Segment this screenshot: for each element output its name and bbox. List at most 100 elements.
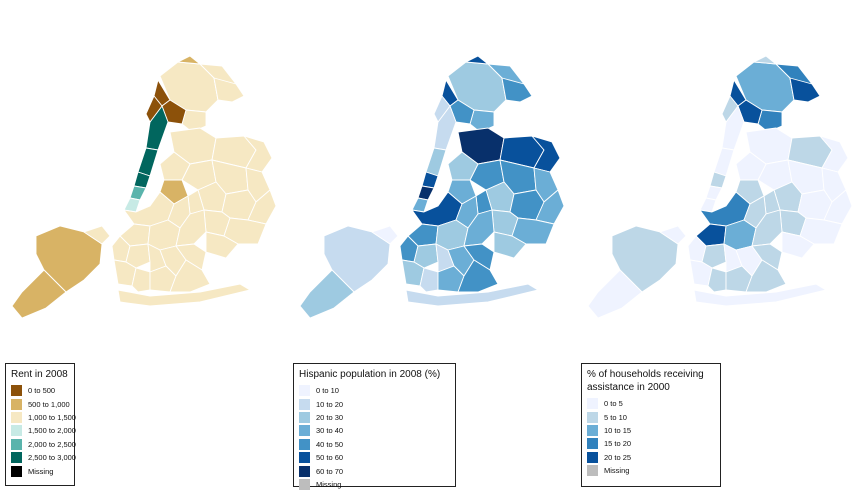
legend-label: 40 to 50 [316, 439, 344, 449]
legend-label: Missing [316, 479, 342, 489]
brooklyn-district [457, 259, 499, 293]
brooklyn-district [117, 283, 251, 307]
legend-item: 1,500 to 2,000 [11, 424, 76, 437]
legend-swatch [299, 425, 310, 437]
brooklyn-district [707, 267, 727, 293]
bronx-district [465, 55, 489, 65]
assistance-map [576, 40, 864, 320]
legend-item: 5 to 10 [587, 410, 715, 423]
manhattan-district [123, 197, 141, 213]
manhattan-district [699, 197, 717, 213]
queens-district [735, 151, 767, 181]
legend-label: 0 to 500 [28, 386, 56, 396]
bronx-district [501, 77, 533, 103]
brooklyn-district [125, 243, 151, 269]
legend-swatch [11, 385, 22, 397]
legend-swatch [11, 452, 22, 464]
legend-swatch [299, 411, 310, 423]
legend-label: 0 to 5 [604, 399, 623, 409]
brooklyn-district [205, 231, 239, 259]
manhattan-district [705, 185, 723, 201]
manhattan-district [721, 95, 739, 123]
legend-items: 0 to 10 10 to 20 20 to 30 30 to 40 40 to 50 5… [299, 384, 450, 491]
brooklyn-district [413, 243, 439, 269]
brooklyn-district [169, 259, 211, 293]
bronx-district [213, 77, 245, 103]
legend-item: 1,000 to 1,500 [11, 411, 76, 424]
manhattan-district [713, 147, 735, 177]
brooklyn-district [751, 243, 783, 271]
legend-swatch [299, 465, 310, 477]
assistance-legend: % of households receiving assistance in … [581, 363, 721, 487]
legend-swatch [299, 438, 310, 450]
queens-district [247, 189, 277, 225]
brooklyn-district [463, 243, 495, 271]
legend-items: 0 to 5 5 to 10 10 to 15 15 to 20 20 to 25 Mis… [587, 397, 715, 477]
manhattan-district [417, 185, 435, 201]
legend-item: 2,500 to 3,000 [11, 451, 76, 464]
brooklyn-district [745, 259, 787, 293]
legend-label: 10 to 15 [604, 425, 632, 435]
legend-item: 15 to 20 [587, 437, 715, 450]
legend-label: 2,000 to 2,500 [28, 439, 76, 449]
brooklyn-district [405, 283, 539, 307]
legend-item: 0 to 500 [11, 384, 69, 397]
legend-label: Missing [28, 466, 54, 476]
brooklyn-district [701, 243, 727, 269]
legend-items: 0 to 500 500 to 1,000 1,000 to 1,500 1,500 … [11, 384, 76, 478]
manhattan-district [433, 95, 451, 123]
manhattan-district [137, 147, 159, 177]
legend-label: 5 to 10 [604, 412, 627, 422]
legend-item: 60 to 70 [299, 464, 450, 477]
legend-item: 40 to 50 [299, 438, 450, 451]
staten-district [11, 269, 67, 319]
legend-title: % of households receiving assistance in … [587, 369, 704, 393]
legend-label: 500 to 1,000 [28, 399, 70, 409]
manhattan-district [411, 197, 429, 213]
legend-item: 20 to 25 [587, 451, 715, 464]
bronx-district [753, 55, 777, 65]
legend-swatch [299, 452, 310, 464]
staten-district [323, 225, 391, 293]
legend-item: 0 to 5 [587, 397, 715, 410]
legend-title: Hispanic population in 2008 (%) [299, 369, 441, 380]
legend-swatch [299, 385, 310, 397]
legend-label: 20 to 30 [316, 412, 344, 422]
legend-label: 60 to 70 [316, 466, 344, 476]
legend-label: 30 to 40 [316, 426, 344, 436]
brooklyn-district [175, 243, 207, 271]
rent-map-canvas [11, 55, 277, 319]
legend-item: 2,000 to 2,500 [11, 438, 76, 451]
rent-legend: Rent in 2008 0 to 500 500 to 1,000 1,000 t… [5, 363, 76, 486]
queens-district [159, 151, 191, 181]
staten-district [587, 269, 643, 319]
bronx-district [177, 55, 201, 65]
legend-label: 1,500 to 2,000 [28, 426, 76, 436]
legend-swatch [587, 465, 598, 477]
legend-item: 10 to 20 [299, 397, 450, 410]
assistance-map-canvas [587, 55, 853, 319]
legend-label: 50 to 60 [316, 453, 344, 463]
legend-label: Missing [604, 466, 630, 476]
bronx-district [161, 99, 187, 125]
staten-district [611, 225, 679, 293]
rent-map [0, 40, 288, 320]
hispanic-map-canvas [299, 55, 565, 319]
legend-item: 50 to 60 [299, 451, 450, 464]
legend-item: 10 to 15 [587, 424, 715, 437]
legend-item: 0 to 10 [299, 384, 450, 397]
brooklyn-district [131, 267, 151, 293]
legend-swatch [587, 451, 598, 463]
brooklyn-district [693, 283, 827, 307]
hispanic-legend: Hispanic population in 2008 (%) 0 to 10 1… [293, 363, 456, 490]
legend-swatch [11, 425, 22, 437]
legend-label: 10 to 20 [316, 399, 344, 409]
staten-district [35, 225, 103, 293]
legend-label: 20 to 25 [604, 452, 632, 462]
legend-label: 2,500 to 3,000 [28, 453, 76, 463]
legend-item: Missing [299, 478, 450, 491]
manhattan-district [145, 95, 163, 123]
manhattan-district [129, 185, 147, 201]
legend-swatch [587, 398, 598, 410]
legend-item: 20 to 30 [299, 411, 450, 424]
